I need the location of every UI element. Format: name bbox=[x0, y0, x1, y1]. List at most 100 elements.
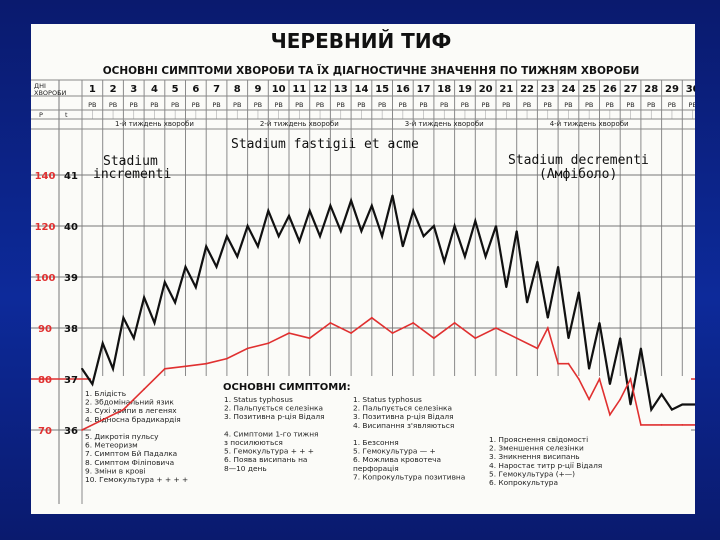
rv-label: РВ bbox=[461, 101, 469, 109]
symptom-line: 8—10 день bbox=[224, 464, 267, 473]
symptom-line: 2. Зменшення селезінки bbox=[489, 444, 584, 453]
day-number: 4 bbox=[151, 84, 158, 95]
symptom-line: 2. Пальпується селезінка bbox=[353, 404, 452, 413]
temperature-point bbox=[515, 230, 518, 233]
symptom-line: 2. Пальпується селезінка bbox=[224, 404, 323, 413]
symptom-line: 6. Копрокультура bbox=[489, 478, 558, 487]
rv-label: РВ bbox=[212, 101, 220, 109]
temperature-point bbox=[277, 235, 280, 238]
rv-label: РВ bbox=[150, 101, 158, 109]
pulse-point bbox=[474, 337, 477, 340]
pulse-point bbox=[412, 322, 415, 324]
temperature-point bbox=[350, 199, 352, 202]
temperature-point bbox=[526, 301, 528, 304]
rv-label: РВ bbox=[481, 101, 489, 109]
temperature-point bbox=[163, 281, 166, 283]
series-layer bbox=[81, 194, 695, 431]
day-number: 17 bbox=[417, 84, 431, 95]
rv-label: РВ bbox=[357, 101, 365, 109]
symptom-line: 1. Status typhosus bbox=[224, 395, 293, 404]
temperature-point bbox=[319, 235, 321, 238]
day-number: 16 bbox=[396, 84, 410, 95]
day-number: 12 bbox=[313, 84, 327, 95]
symptom-line: 6. Метеоризм bbox=[85, 441, 138, 450]
day-number: 28 bbox=[644, 84, 658, 95]
rv-label: РВ bbox=[523, 101, 531, 109]
temperature-point bbox=[298, 240, 301, 243]
rv-label: РВ bbox=[233, 101, 241, 109]
temperature-point bbox=[464, 255, 466, 258]
pulse-point bbox=[629, 378, 632, 380]
temperature-point bbox=[288, 214, 290, 217]
pulse-point bbox=[536, 347, 539, 350]
day-number: 27 bbox=[624, 84, 638, 95]
symptom-line: з посилюються bbox=[224, 438, 283, 447]
rv-label: РВ bbox=[109, 101, 117, 109]
symptom-line: 3. Позитивна р-ція Відаля bbox=[224, 412, 325, 421]
symptom-line: 2. Збдомінальний язик bbox=[85, 398, 174, 407]
temperature-point bbox=[619, 337, 622, 340]
temperature-point bbox=[401, 245, 404, 248]
day-number: 6 bbox=[192, 84, 199, 95]
temperature-point bbox=[381, 235, 383, 238]
day-header-label: ДНІ bbox=[34, 82, 46, 90]
pulse-point bbox=[609, 413, 611, 416]
temperature-point bbox=[474, 220, 477, 222]
symptom-line: 10. Гемокультура + + + + bbox=[85, 475, 188, 484]
day-number: 19 bbox=[458, 84, 472, 95]
temperature-point bbox=[236, 255, 239, 258]
temperature-point bbox=[153, 322, 156, 324]
day-number: 14 bbox=[354, 84, 368, 95]
pulse-point bbox=[567, 362, 570, 365]
temperature-point bbox=[505, 286, 508, 289]
day-number: 22 bbox=[520, 84, 534, 95]
symptom-line: 3. Зникнення висипань bbox=[489, 452, 580, 461]
temperature-point bbox=[495, 225, 497, 227]
rv-label: РВ bbox=[192, 101, 200, 109]
week-label: 4-й тиждень хвороби bbox=[550, 120, 629, 128]
y-axes: 140 120 100 90 80 70 41 40 39 38 37 36 bbox=[35, 171, 78, 437]
symptom-line: 1. Блідість bbox=[85, 389, 126, 398]
chart-subtitle: ОСНОВНІ СИМПТОМИ ХВОРОБИ ТА ЇХ ДІАГНОСТИ… bbox=[103, 63, 640, 77]
stage-incrementi-line1: Stadium bbox=[103, 154, 158, 169]
temperature-point bbox=[567, 337, 570, 340]
pulse-tick: 140 bbox=[35, 171, 56, 182]
temperature-point bbox=[143, 296, 145, 299]
day-number: 1 bbox=[89, 84, 96, 95]
day-number: 15 bbox=[375, 84, 389, 95]
rv-label: РВ bbox=[688, 101, 695, 109]
pulse-point bbox=[350, 332, 352, 334]
temperature-tick: 40 bbox=[64, 222, 78, 233]
rv-label: РВ bbox=[295, 101, 303, 109]
temperature-point bbox=[194, 286, 197, 289]
symptom-line: 9. Зміни в крові bbox=[85, 466, 146, 475]
rv-label: РВ bbox=[502, 101, 510, 109]
symptom-line: 5. Гемокультура (+—) bbox=[489, 469, 575, 478]
rv-label: РВ bbox=[378, 101, 386, 109]
day-number: 5 bbox=[172, 84, 179, 95]
week-label: 2-й тиждень хвороби bbox=[260, 120, 339, 128]
pulse-point bbox=[640, 424, 642, 426]
day-number: 30 bbox=[686, 84, 695, 95]
pulse-point bbox=[495, 327, 497, 329]
symptom-line: 5. Гемокультура + + + bbox=[224, 447, 314, 456]
temperature-point bbox=[609, 383, 611, 385]
pulse-point bbox=[81, 429, 83, 431]
rv-label: РВ bbox=[585, 101, 593, 109]
temperature-point bbox=[132, 337, 135, 340]
day-number: 9 bbox=[254, 84, 261, 95]
symptom-line: 3. Позитивна р-ція Відаля bbox=[353, 412, 454, 421]
temperature-point bbox=[205, 245, 208, 248]
temperature-point bbox=[112, 367, 114, 370]
temperature-point bbox=[546, 316, 549, 319]
stage-incrementi-line2: incrementi bbox=[93, 167, 171, 182]
chart-sheet: ЧЕРЕВНИЙ ТИФ ОСНОВНІ СИМПТОМИ ХВОРОБИ ТА… bbox=[31, 24, 695, 514]
temperature-point bbox=[588, 367, 590, 370]
symptom-line: 1. Status typhosus bbox=[353, 395, 422, 404]
temperature-point bbox=[681, 403, 684, 406]
day-number: 26 bbox=[603, 84, 617, 95]
rv-label: РВ bbox=[316, 101, 324, 109]
temperature-point bbox=[360, 230, 363, 233]
t-label: t bbox=[65, 111, 68, 119]
